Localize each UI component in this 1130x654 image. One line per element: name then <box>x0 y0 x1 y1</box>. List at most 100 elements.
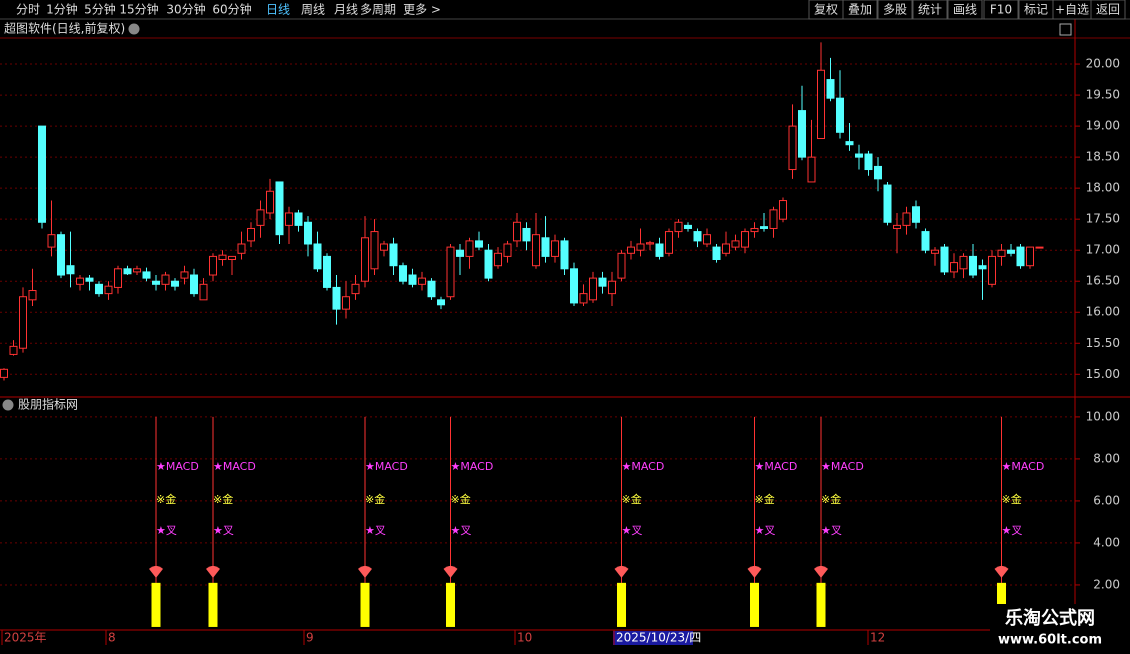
signal-icon <box>747 565 762 578</box>
candle-body <box>522 227 531 242</box>
signal-label: ★MACD <box>755 460 798 473</box>
y-tick-label: 15.00 <box>1086 367 1120 381</box>
y-tick-label: 19.00 <box>1086 119 1120 133</box>
candle-body <box>817 69 825 140</box>
signal-icon <box>443 565 458 578</box>
candle-body <box>722 243 730 254</box>
candle-body <box>237 243 246 254</box>
period-tab[interactable]: 1分钟 <box>46 2 78 17</box>
period-tab[interactable]: 更多 > <box>403 3 441 17</box>
candle-body <box>180 271 189 279</box>
candle-body <box>532 234 540 267</box>
candle-body <box>228 255 236 261</box>
date-label: 9 <box>306 631 314 645</box>
tool-label[interactable]: 画线 <box>953 3 977 17</box>
candle-body <box>9 345 18 355</box>
tool-label[interactable]: +自选 <box>1055 3 1089 17</box>
tool-label[interactable]: 复权 <box>814 3 838 17</box>
candle-body <box>266 190 274 214</box>
tool-label[interactable]: F10 <box>990 3 1012 17</box>
tool-button[interactable] <box>1090 0 1126 20</box>
candle-body <box>693 231 702 242</box>
y-tick-label: 15.50 <box>1086 336 1120 350</box>
tool-label[interactable]: 叠加 <box>848 3 872 17</box>
y-tick-label: 10.00 <box>1086 409 1120 423</box>
candle-body <box>361 237 369 282</box>
candle-body <box>921 231 930 251</box>
candle-body <box>275 181 284 236</box>
period-tab[interactable]: 月线 <box>334 3 358 17</box>
tool-label[interactable]: 统计 <box>918 3 942 17</box>
signal-label: ※金 <box>821 492 841 506</box>
candle-body <box>456 249 464 257</box>
signal-label: ★叉 <box>451 524 472 537</box>
tool-button[interactable] <box>983 0 1019 20</box>
signal-label: ★叉 <box>755 524 776 537</box>
period-tab[interactable]: 多周期 <box>360 3 396 17</box>
candle-body <box>313 243 322 270</box>
signal-icon <box>149 565 163 578</box>
candle-body <box>133 268 141 273</box>
tool-label[interactable]: 返回 <box>1096 3 1120 17</box>
candle-body <box>997 249 1006 257</box>
candle-body <box>408 274 417 285</box>
candle-body <box>893 224 901 229</box>
y-tick-label: 18.00 <box>1086 181 1120 195</box>
signal-bar <box>360 582 370 627</box>
tool-button[interactable] <box>877 0 913 20</box>
candle-body <box>190 274 198 295</box>
y-tick-label: 18.50 <box>1086 150 1120 164</box>
candle-body <box>741 231 749 248</box>
candle-body <box>627 246 635 254</box>
y-tick-label: 8.00 <box>1093 451 1120 465</box>
signal-label: ★MACD <box>622 460 665 473</box>
signal-label: ★MACD <box>1002 460 1045 473</box>
candle-body <box>503 243 512 257</box>
period-tab[interactable]: 分时 <box>16 3 40 17</box>
candle-body <box>370 231 379 270</box>
signal-label: ※金 <box>1002 492 1022 506</box>
dropdown-icon[interactable] <box>2 399 14 411</box>
candle-body <box>931 249 939 254</box>
signal-label: ※金 <box>622 492 642 506</box>
signal-icon <box>994 565 1009 578</box>
candle-body <box>788 125 797 171</box>
candle-body <box>114 268 122 288</box>
candle-body <box>712 246 721 261</box>
candle-body <box>807 156 816 183</box>
candle-body <box>950 262 958 273</box>
signal-label: ★叉 <box>156 524 177 537</box>
candle-body <box>883 184 892 223</box>
tool-button[interactable] <box>912 0 948 20</box>
signal-label: ※金 <box>156 492 176 506</box>
candle-body <box>845 141 854 146</box>
signal-icon <box>358 565 372 578</box>
period-tab[interactable]: 15分钟 <box>119 2 158 17</box>
tool-button[interactable] <box>947 0 983 20</box>
tool-label[interactable]: 标记 <box>1024 3 1048 17</box>
tool-label[interactable]: 多股 <box>883 3 907 17</box>
candle-body <box>437 299 445 306</box>
date-label: 8 <box>108 631 116 645</box>
date-label: 2025年 <box>4 631 47 645</box>
period-tab[interactable]: 60分钟 <box>212 2 251 17</box>
candle-body <box>57 234 65 276</box>
candle-body <box>760 226 768 229</box>
candle-body <box>1026 246 1034 267</box>
candle-body <box>380 243 388 251</box>
dropdown-icon[interactable] <box>128 23 140 35</box>
period-tab[interactable]: 日线 <box>266 3 290 17</box>
period-tab[interactable]: 5分钟 <box>84 2 116 17</box>
panel-icon[interactable] <box>1059 23 1072 36</box>
period-tab[interactable]: 30分钟 <box>166 2 205 17</box>
candle-body <box>209 255 217 276</box>
candle-body <box>484 249 493 279</box>
candle-body <box>912 206 920 223</box>
candle-body <box>1016 246 1025 267</box>
candle-body <box>323 255 331 288</box>
candle-body <box>988 255 996 285</box>
tool-button[interactable] <box>842 0 878 20</box>
signal-label: ★叉 <box>1002 524 1023 537</box>
candle-body <box>332 286 341 310</box>
period-tab[interactable]: 周线 <box>301 3 325 17</box>
